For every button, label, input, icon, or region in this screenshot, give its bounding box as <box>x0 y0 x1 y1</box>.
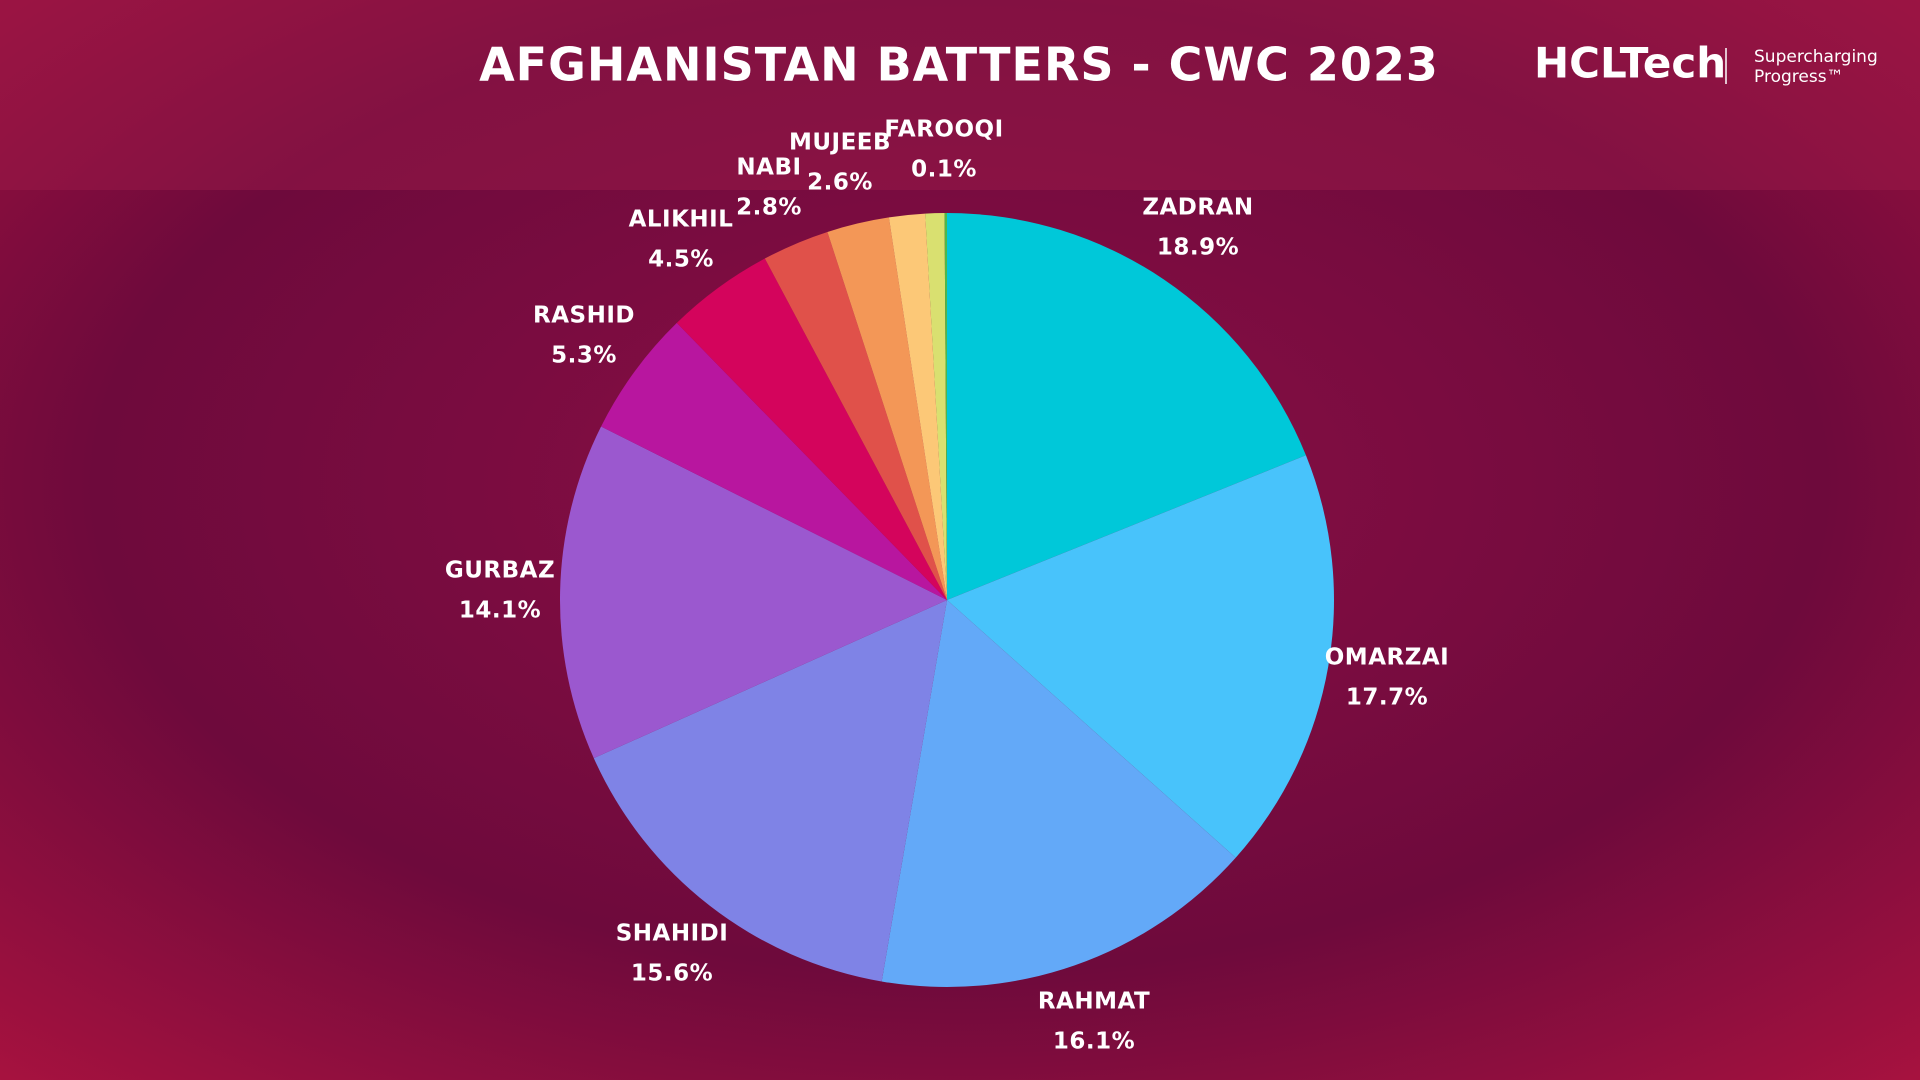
pie-slice <box>947 213 1306 600</box>
pie-slice <box>593 600 947 982</box>
logo-tagline: Progress™ <box>1754 67 1844 87</box>
slice-value-label: 0.1% <box>911 157 977 183</box>
slice-label: ALIKHIL <box>629 207 734 233</box>
pie-slice <box>827 217 947 600</box>
pie-slice <box>944 213 947 600</box>
pie-slice <box>676 258 947 600</box>
slice-value-label: 15.6% <box>631 961 713 987</box>
pie-slice <box>947 455 1334 858</box>
slice-label: NABI <box>736 155 801 181</box>
slice-label: GURBAZ <box>445 558 555 584</box>
logo-name: HCLTech <box>1534 39 1726 88</box>
slice-label: ZADRAN <box>1142 195 1253 221</box>
slice-value-label: 5.3% <box>551 343 617 369</box>
slice-label: RAHMAT <box>1038 989 1150 1015</box>
slice-label: FAROOQI <box>884 117 1003 143</box>
pie-slice <box>601 322 947 600</box>
slice-value-label: 18.9% <box>1157 235 1239 261</box>
pie-slice <box>925 213 947 601</box>
pie-slice <box>764 231 947 600</box>
slice-label: MUJEEB <box>789 130 891 156</box>
slice-label: RASHID <box>533 303 635 329</box>
slice-value-label: 16.1% <box>1053 1029 1135 1055</box>
slice-value-label: 14.1% <box>459 598 541 624</box>
pie-slice <box>881 600 1236 987</box>
banner-band <box>0 0 1920 190</box>
slice-label: SHAHIDI <box>616 921 729 947</box>
pie-slice <box>559 426 947 759</box>
pie-slice <box>888 213 947 601</box>
chart-title: AFGHANISTAN BATTERS - CWC 2023 <box>479 38 1439 92</box>
logo-tagline: Supercharging <box>1754 47 1878 67</box>
slice-value-label: 4.5% <box>648 247 714 273</box>
slice-value-label: 17.7% <box>1346 685 1428 711</box>
slice-value-label: 2.8% <box>736 195 802 221</box>
slice-value-label: 2.6% <box>807 170 873 196</box>
slice-label: OMARZAI <box>1325 645 1450 671</box>
